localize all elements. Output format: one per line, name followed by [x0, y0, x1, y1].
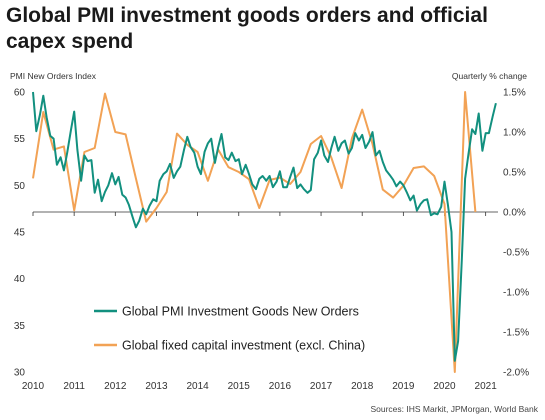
series-line-pmi	[32, 91, 497, 362]
x-tick-label: 2018	[351, 381, 374, 392]
chart-title: Global PMI investment goods orders and o…	[6, 4, 488, 53]
y-right-tick-label: -1.5%	[503, 328, 529, 339]
y-right-tick-label: -0.5%	[503, 248, 529, 259]
x-tick-label: 2012	[104, 381, 127, 392]
y-right-tick-label: -2.0%	[503, 368, 529, 379]
x-tick-label: 2014	[186, 381, 209, 392]
legend-label-pmi: Global PMI Investment Goods New Orders	[122, 305, 359, 319]
y-right-tick-label: -1.0%	[503, 288, 529, 299]
left-axis-label: PMI New Orders Index	[10, 71, 97, 81]
x-tick-label: 2016	[269, 381, 292, 392]
y-right-tick-label: 1.0%	[503, 128, 526, 139]
legend: Global PMI Investment Goods New Orders G…	[94, 305, 365, 353]
y-left-tick-label: 45	[14, 228, 26, 239]
x-tick-label: 2021	[475, 381, 498, 392]
x-tick-label: 2015	[228, 381, 251, 392]
source-note: Sources: IHS Markit, JPMorgan, World Ban…	[370, 404, 538, 414]
y-left-tick-label: 35	[14, 321, 26, 332]
left-axis-ticks: 30 35 40 45 50 55 60	[14, 88, 26, 379]
x-tick-label: 2011	[63, 381, 85, 392]
x-tick-label: 2017	[310, 381, 333, 392]
y-right-tick-label: 0.0%	[503, 208, 526, 219]
series-line-capex	[32, 91, 477, 373]
x-axis-ticks: 2010 2011 2012 2013 2014 2015 2016 2017 2018 2019…	[22, 212, 497, 392]
x-tick-label: 2010	[22, 381, 45, 392]
x-tick-label: 2019	[392, 381, 415, 392]
y-left-tick-label: 40	[14, 274, 26, 285]
y-left-tick-label: 30	[14, 368, 26, 379]
right-axis-ticks: -2.0% -1.5% -1.0% -0.5% 0.0% 0.5% 1.0% 1.5%	[503, 88, 529, 379]
y-right-tick-label: 1.5%	[503, 88, 526, 99]
y-right-tick-label: 0.5%	[503, 168, 526, 179]
y-left-tick-label: 50	[14, 181, 26, 192]
y-left-tick-label: 60	[14, 88, 26, 99]
right-axis-label: Quarterly % change	[452, 71, 527, 81]
x-tick-label: 2020	[433, 381, 456, 392]
legend-label-capex: Global fixed capital investment (excl. C…	[122, 339, 365, 353]
x-tick-label: 2013	[145, 381, 168, 392]
y-left-tick-label: 55	[14, 134, 26, 145]
